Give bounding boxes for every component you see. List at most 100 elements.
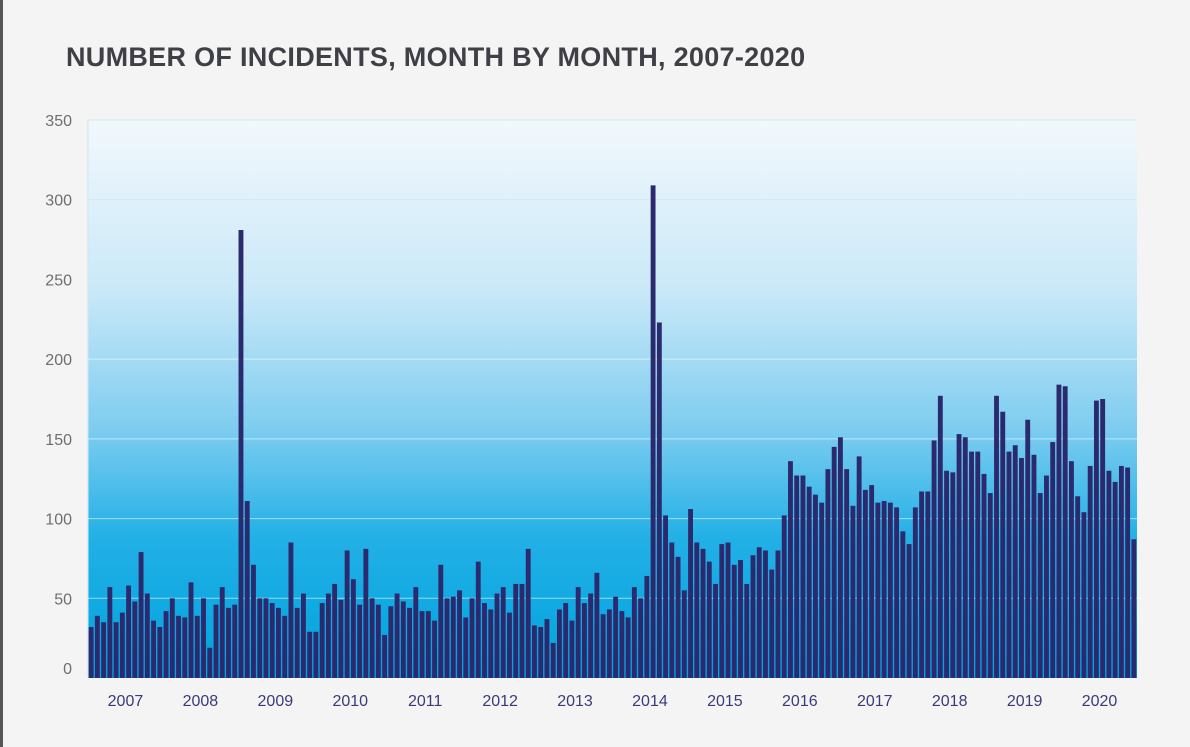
bar xyxy=(219,587,225,678)
bar xyxy=(756,547,762,678)
bar xyxy=(138,552,144,678)
bar xyxy=(600,614,606,678)
x-tick-label: 2008 xyxy=(183,693,219,710)
bar xyxy=(631,587,637,678)
bar xyxy=(638,598,644,678)
bar xyxy=(282,615,288,678)
bar xyxy=(369,598,375,678)
bar xyxy=(569,620,575,678)
bar xyxy=(394,593,400,678)
bar xyxy=(556,609,562,678)
bar xyxy=(975,451,981,678)
bar xyxy=(126,585,132,678)
bar xyxy=(1006,451,1012,678)
bar xyxy=(750,555,756,678)
bar xyxy=(862,489,868,678)
bar xyxy=(1125,467,1131,678)
x-tick-label: 2015 xyxy=(707,693,743,710)
bar xyxy=(188,582,194,678)
bar xyxy=(644,575,650,678)
bar xyxy=(507,612,512,678)
bar xyxy=(232,604,238,678)
bar xyxy=(856,456,862,678)
plot-background xyxy=(88,120,1137,678)
bar xyxy=(850,505,856,678)
bar xyxy=(1062,386,1068,678)
bar xyxy=(675,556,681,678)
bar xyxy=(1118,465,1124,678)
bar xyxy=(251,564,256,678)
bar xyxy=(432,620,437,678)
bar xyxy=(226,607,231,678)
bar xyxy=(294,607,300,678)
bar xyxy=(806,486,812,678)
bar xyxy=(407,607,412,678)
bar xyxy=(837,437,843,678)
bar xyxy=(288,542,294,678)
bar xyxy=(544,619,550,678)
bar xyxy=(650,185,656,678)
bar xyxy=(800,475,806,678)
bar xyxy=(831,446,837,678)
bar xyxy=(357,604,363,678)
gridlines xyxy=(87,119,1137,678)
bar xyxy=(494,593,500,678)
bar xyxy=(482,603,487,678)
bar xyxy=(276,607,281,678)
bar xyxy=(257,598,263,678)
bar xyxy=(688,509,693,678)
x-tick-label: 2019 xyxy=(1007,693,1043,710)
bar xyxy=(238,230,244,678)
bar xyxy=(338,599,344,678)
bar xyxy=(1044,475,1049,678)
bar xyxy=(1081,512,1087,678)
x-tick-label: 2016 xyxy=(782,693,818,710)
bar xyxy=(962,437,968,678)
bar xyxy=(1069,461,1074,678)
y-tick-label: 50 xyxy=(54,591,72,608)
bar xyxy=(887,502,893,678)
bar xyxy=(244,501,250,678)
bar xyxy=(463,617,469,678)
bar xyxy=(519,583,525,678)
bar xyxy=(182,617,188,678)
bar xyxy=(1106,470,1112,678)
x-tick-label: 2010 xyxy=(332,693,368,710)
bar xyxy=(1037,493,1043,678)
bar xyxy=(1000,411,1006,678)
bar xyxy=(825,469,831,678)
bar xyxy=(956,434,962,678)
bar xyxy=(263,598,269,678)
bar xyxy=(325,593,331,678)
bar xyxy=(744,583,750,678)
bar xyxy=(813,494,818,678)
x-tick-label: 2009 xyxy=(258,693,294,710)
y-axis-ticks: 0 50 100 150 200 250 300 350 xyxy=(45,113,72,678)
bar xyxy=(719,544,725,678)
bar xyxy=(444,598,450,678)
bar xyxy=(363,548,369,678)
bar xyxy=(619,611,625,678)
bar xyxy=(388,606,394,678)
bar xyxy=(1031,454,1037,678)
bar xyxy=(382,634,388,678)
chart-title: NUMBER OF INCIDENTS, MONTH BY MONTH, 200… xyxy=(66,42,806,72)
bar xyxy=(1131,539,1137,678)
bar xyxy=(912,507,918,678)
bar xyxy=(869,485,875,678)
bar xyxy=(157,626,163,678)
bar xyxy=(1025,419,1031,678)
bar xyxy=(550,642,556,678)
bar xyxy=(488,609,494,678)
bar xyxy=(987,493,993,678)
bar xyxy=(1100,399,1106,678)
x-axis-ticks: 2007 2008 2009 2010 2011 2012 2013 2014 2015 2016… xyxy=(108,693,1118,710)
y-tick-label: 0 xyxy=(63,661,72,678)
x-tick-label: 2014 xyxy=(632,693,668,710)
bar xyxy=(107,587,113,678)
bar xyxy=(538,626,544,678)
bar xyxy=(144,593,150,678)
bar xyxy=(1050,442,1056,678)
bar xyxy=(457,590,462,678)
